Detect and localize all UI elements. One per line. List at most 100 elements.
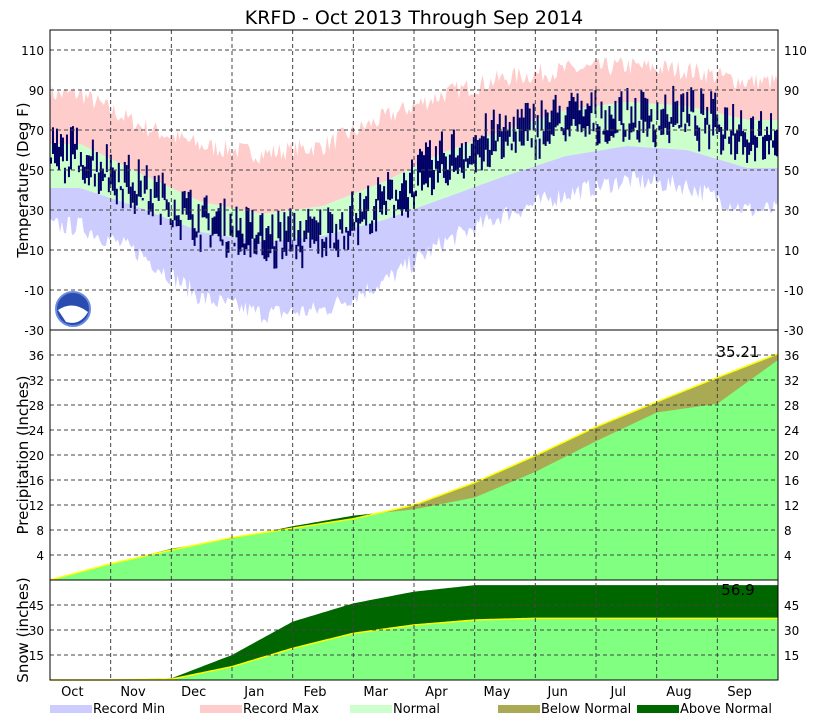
observed-temp-bar [560,127,563,132]
snow-tick-left: 45 [29,599,44,613]
temp-tick-right: 10 [784,244,799,258]
observed-temp-bar [221,239,224,246]
observed-temp-bar [239,217,242,252]
observed-temp-bar [183,190,186,209]
observed-temp-bar [424,142,427,184]
observed-temp-bar [141,197,144,201]
observed-temp-bar [121,188,124,209]
observed-temp-bar [201,205,204,218]
observed-temp-bar [333,242,336,249]
observed-temp-bar [776,129,779,157]
observed-temp-bar [654,129,657,148]
observed-temp-bar [93,173,96,187]
month-label: Jan [243,685,264,700]
observed-temp-bar [217,208,220,237]
observed-temp-bar [399,190,402,210]
temp-tick-right: 110 [784,44,807,58]
observed-temp-bar [51,127,54,154]
observed-temp-bar [746,139,749,163]
observed-temp-bar [115,188,118,205]
observed-temp-bar [77,165,80,173]
legend-label: Normal [393,702,440,717]
observed-temp-bar [109,154,112,185]
observed-temp-bar [55,128,58,167]
temp-tick-left: -30 [24,324,44,338]
observed-temp-bar [343,235,346,250]
observed-temp-bar [199,234,202,252]
observed-temp-bar [97,172,100,194]
observed-temp-bar [734,133,737,160]
precip-tick-left: 32 [29,374,44,388]
observed-temp-bar [704,117,707,134]
observed-temp-bar [476,140,479,155]
observed-temp-bar [335,223,338,251]
observed-temp-bar [185,198,188,215]
observed-temp-bar [562,128,565,136]
observed-temp-bar [446,169,449,186]
observed-temp-bar [606,130,609,144]
observed-temp-bar [255,234,258,255]
observed-temp-bar [209,235,212,248]
observed-temp-bar [484,113,487,150]
observed-temp-bar [359,192,362,224]
observed-temp-bar [57,146,60,170]
observed-temp-bar [742,130,745,155]
y-axis-label: Precipitation (Inches) [14,376,32,535]
observed-temp-bar [522,117,525,146]
observed-temp-bar [732,103,735,136]
observed-temp-bar [69,127,72,170]
temp-tick-right: 70 [784,124,799,138]
observed-temp-bar [229,213,232,236]
precip-tick-left: 20 [29,449,44,463]
observed-temp-bar [147,201,150,215]
observed-temp-bar [650,109,653,122]
month-label: May [484,685,511,700]
observed-temp-bar [754,135,757,162]
observed-temp-bar [207,213,210,231]
observed-temp-bar [770,113,773,141]
snow-tick-left: 30 [29,624,44,638]
observed-temp-bar [215,211,218,234]
observed-temp-bar [231,225,234,238]
observed-temp-bar [420,151,423,191]
observed-temp-bar [756,137,759,148]
observed-temp-bar [464,141,467,162]
observed-temp-bar [305,220,308,240]
month-label: Feb [303,685,326,700]
month-label: Jul [609,685,626,700]
legend-swatch [200,705,242,713]
observed-temp-bar [706,106,709,125]
observed-temp-bar [299,221,302,253]
observed-temp-bar [620,91,623,126]
observed-temp-bar [375,198,378,232]
observed-temp-bar [251,209,254,239]
observed-temp-bar [528,108,531,131]
observed-temp-bar [520,108,523,146]
observed-temp-bar [730,130,733,155]
observed-temp-bar [762,136,765,160]
observed-temp-bar [642,92,645,133]
observed-temp-bar [187,191,190,220]
observed-temp-bar [698,127,701,152]
observed-temp-bar [197,204,200,233]
observed-temp-bar [604,110,607,142]
month-label: Aug [666,685,691,700]
precip-observed-area [50,359,778,580]
observed-temp-bar [59,134,62,157]
observed-temp-bar [566,106,569,130]
observed-temp-bar [724,107,727,139]
observed-temp-bar [584,109,587,137]
observed-temp-bar [760,111,763,136]
observed-temp-bar [303,230,306,242]
observed-temp-bar [89,156,92,178]
observed-temp-bar [403,172,406,210]
observed-temp-bar [482,136,485,162]
observed-temp-bar [397,199,400,210]
observed-temp-bar [119,186,122,191]
observed-temp-bar [506,130,509,146]
month-label: Mar [363,685,388,700]
observed-temp-bar [249,222,252,258]
observed-temp-bar [540,100,543,131]
observed-temp-bar [107,177,110,193]
